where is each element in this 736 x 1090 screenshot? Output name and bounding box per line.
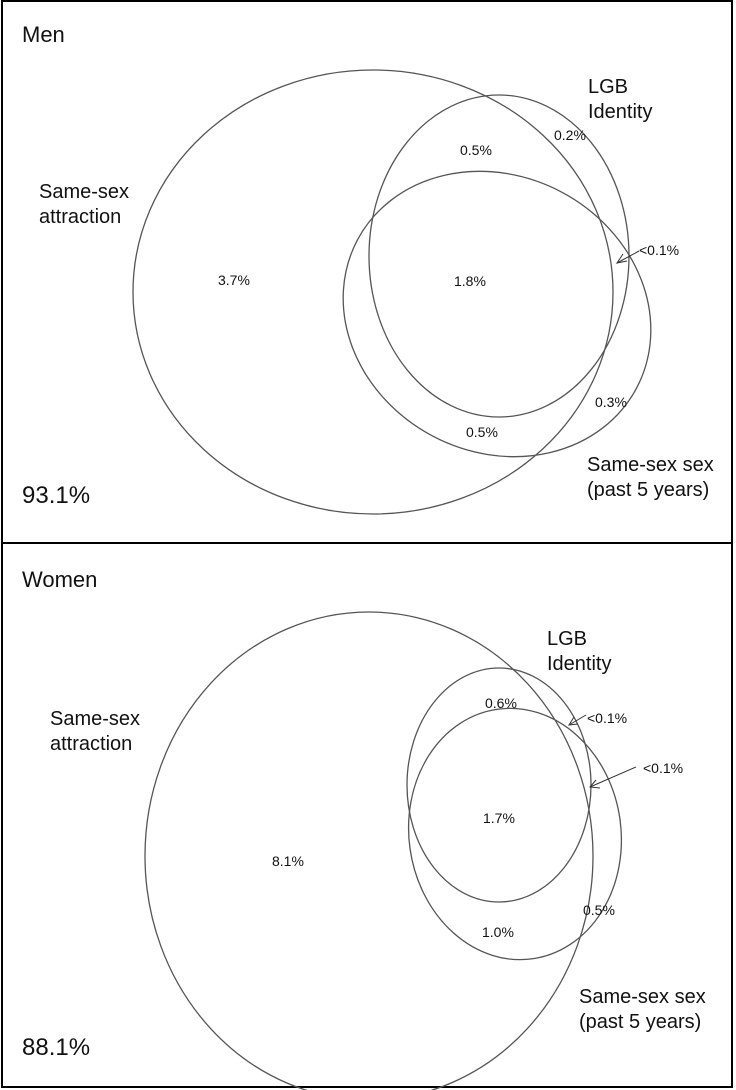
- men-title: Men: [22, 22, 65, 47]
- men-attraction-label: Same-sex attraction: [39, 180, 129, 230]
- women-sex-ellipse: [407, 707, 623, 961]
- men-region-attraction-identity: 0.5%: [460, 142, 492, 158]
- women-arrow-line-1: [568, 714, 587, 726]
- men-attraction-label-line1: Same-sex: [39, 181, 130, 203]
- men-attraction-label-line2: attraction: [39, 206, 122, 228]
- men-region-identity-sex: <0.1%: [639, 242, 680, 258]
- men-identity-ellipse: [368, 94, 630, 418]
- women-panel: Women Same-sex attraction LGB Identity S…: [1, 542, 733, 1090]
- women-region-attraction-sex: 1.0%: [482, 924, 514, 940]
- men-region-attraction-sex: 0.5%: [466, 424, 498, 440]
- men-region-sex-only: 0.3%: [595, 394, 627, 410]
- women-attraction-label-line2: attraction: [50, 733, 133, 755]
- women-title: Women: [22, 567, 98, 592]
- women-arrow-head-1: [568, 716, 579, 726]
- men-identity-label: LGB Identity: [588, 75, 652, 125]
- women-arrow-line-2: [589, 766, 637, 788]
- women-region-identity-sex: <0.1%: [643, 760, 684, 776]
- men-sex-label-line1: Same-sex sex: [587, 454, 714, 476]
- men-sex-label-line2: (past 5 years): [587, 479, 710, 501]
- men-region-attraction-only: 3.7%: [218, 272, 250, 288]
- men-region-identity-only: 0.2%: [554, 127, 586, 143]
- men-sex-ellipse: [342, 170, 652, 458]
- women-identity-label-line1: LGB: [547, 628, 588, 650]
- women-identity-label-line2: Identity: [547, 653, 612, 675]
- men-venn-diagram: [132, 69, 652, 515]
- women-region-all-three: 1.7%: [483, 810, 515, 826]
- women-outside-percentage: 88.1%: [22, 1034, 91, 1061]
- men-identity-label-line2: Identity: [588, 101, 653, 123]
- men-attraction-ellipse: [132, 69, 614, 515]
- women-arrow-head-2: [588, 779, 601, 789]
- women-region-attraction-identity: 0.6%: [485, 695, 517, 711]
- women-sex-label: Same-sex sex (past 5 years): [579, 985, 706, 1035]
- women-region-sex-only: 0.5%: [583, 902, 615, 918]
- women-sex-label-line2: (past 5 years): [579, 1011, 702, 1033]
- women-region-identity-only: <0.1%: [587, 710, 628, 726]
- men-outside-percentage: 93.1%: [22, 482, 91, 509]
- men-identity-label-line1: LGB: [588, 76, 629, 98]
- men-panel: Men Same-sex attraction LGB Identity Sam…: [1, 0, 733, 546]
- women-attraction-label-line1: Same-sex: [50, 708, 141, 730]
- women-venn-diagram: [144, 611, 637, 1090]
- men-arrow-head: [615, 253, 628, 264]
- women-identity-ellipse: [406, 667, 592, 903]
- women-identity-label: LGB Identity: [547, 627, 611, 677]
- men-sex-label: Same-sex sex (past 5 years): [587, 453, 714, 503]
- women-region-attraction-only: 8.1%: [272, 853, 304, 869]
- women-attraction-ellipse: [144, 611, 594, 1090]
- women-sex-label-line1: Same-sex sex: [579, 986, 706, 1008]
- men-arrow-line: [616, 250, 640, 264]
- men-region-all-three: 1.8%: [454, 273, 486, 289]
- women-attraction-label: Same-sex attraction: [50, 707, 140, 757]
